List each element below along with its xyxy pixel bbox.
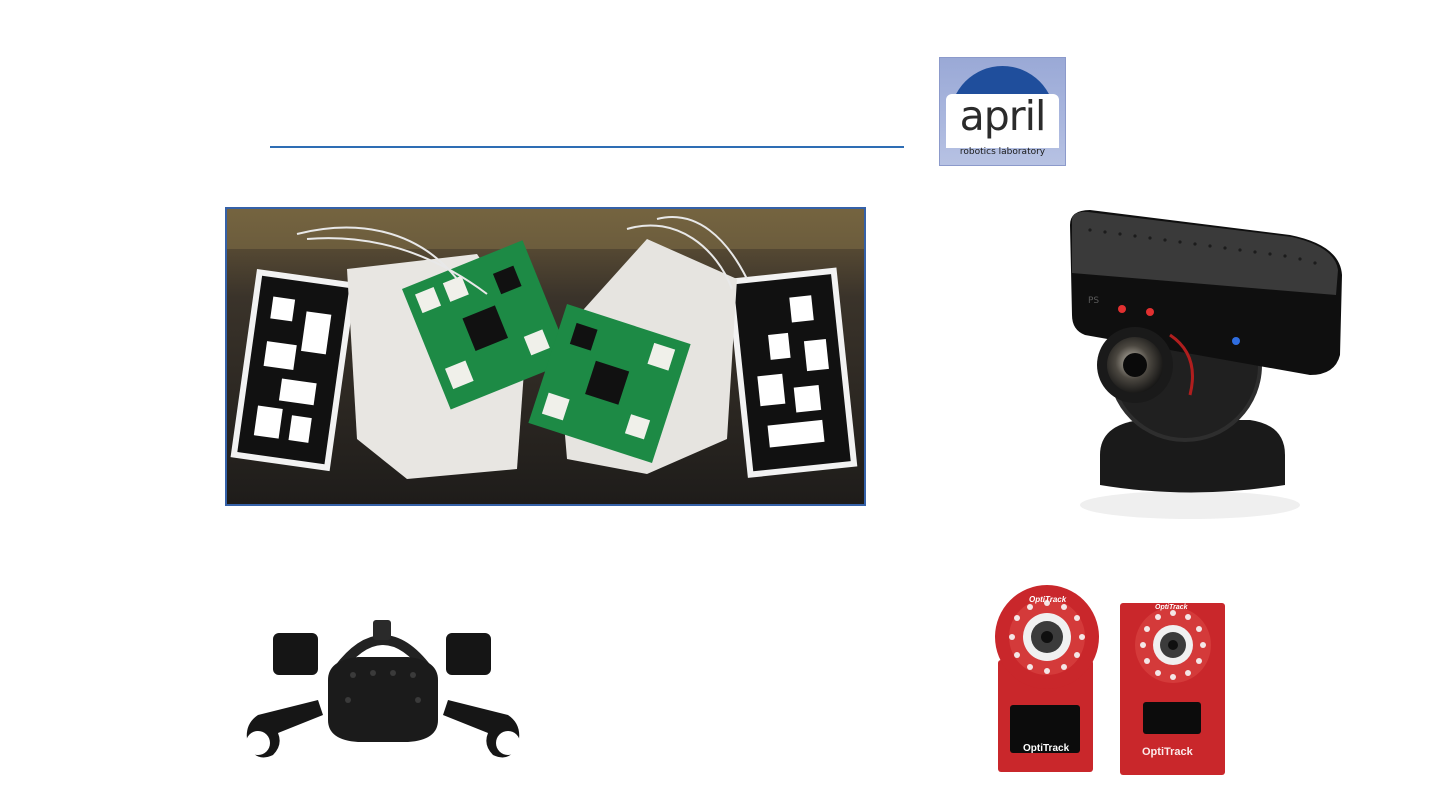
optitrack-right-brand: OptiTrack: [1142, 746, 1193, 758]
ps-eye-camera-photo: PS: [1060, 205, 1345, 520]
april-lab-logo: april robotics laboratory: [939, 57, 1066, 166]
vr-kit-photo: [228, 615, 538, 770]
ps-eye-illustration: PS: [1070, 210, 1342, 519]
optitrack-left-ring-text: OptiTrack: [1029, 595, 1067, 604]
logo-band: [946, 94, 1059, 148]
robot-modules-illustration: [227, 209, 864, 504]
svg-text:PS: PS: [1088, 296, 1099, 306]
title-underline: [270, 146, 904, 148]
optitrack-cameras-illustration: [995, 585, 1225, 775]
logo-subtitle: robotics laboratory: [959, 147, 1046, 157]
logo-word: april: [959, 92, 1047, 140]
robot-modules-photo: [225, 207, 866, 506]
optitrack-right-ring-text: OptiTrack: [1155, 604, 1188, 611]
optitrack-left-brand: OptiTrack: [1023, 743, 1070, 754]
optitrack-cameras-photo: OptiTrack OptiTrack OptiTrack OptiTrack: [985, 585, 1230, 780]
vr-kit-illustration: [246, 620, 520, 758]
